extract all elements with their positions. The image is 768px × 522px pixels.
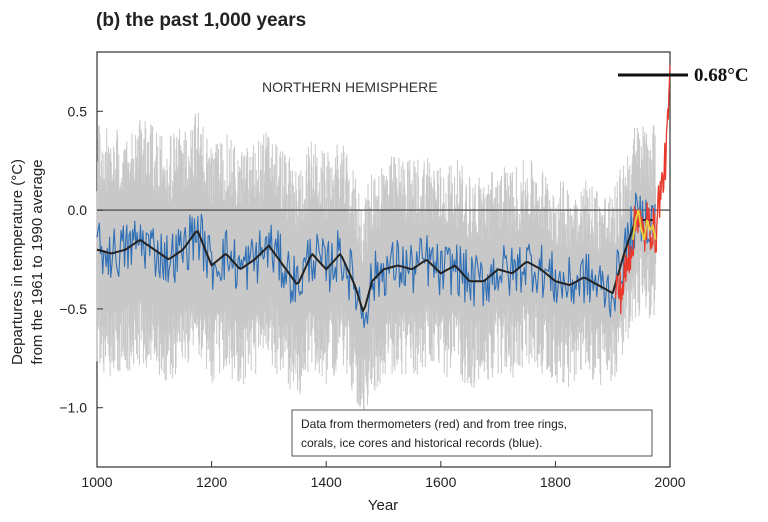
x-tick-label: 1200 xyxy=(196,474,227,490)
note-box xyxy=(291,409,653,457)
x-tick-label: 1400 xyxy=(311,474,342,490)
thermometer-series xyxy=(614,65,671,315)
uncertainty-band xyxy=(96,112,657,415)
thermometer-line xyxy=(614,65,671,315)
callout-label: 0.68°C xyxy=(694,65,749,86)
x-tick-label: 1600 xyxy=(425,474,456,490)
axis-ticks: 1000 1200 1400 1600 1800 2000 0.5 0.0 −0.5 −1.0 xyxy=(59,103,685,490)
proxy-series xyxy=(96,192,656,329)
note-line-1: Data from thermometers (red) and from tr… xyxy=(301,417,567,431)
y-tick-label: 0.0 xyxy=(68,202,88,218)
x-axis-title: Year xyxy=(368,497,398,514)
x-tick-label: 1800 xyxy=(540,474,571,490)
panel-label: NORTHERN HEMISPHERE xyxy=(262,79,438,95)
instrumental-smoothed-line xyxy=(631,209,657,240)
smoothed-line xyxy=(96,218,654,313)
figure-title: (b) the past 1,000 years xyxy=(96,10,307,31)
x-tick-label: 1000 xyxy=(81,474,112,490)
note-line-2: corals, ice cores and historical records… xyxy=(301,436,542,450)
y-tick-label: −0.5 xyxy=(59,301,87,317)
proxy-line xyxy=(96,192,656,329)
y-axis-title-line-1: Departures in temperature (°C) xyxy=(9,159,26,365)
smoothed-series xyxy=(96,218,654,313)
y-tick-label: −1.0 xyxy=(59,400,87,416)
y-tick-label: 0.5 xyxy=(68,103,88,119)
y-axis-title-line-2: from the 1961 to 1990 average xyxy=(29,159,46,364)
x-tick-label: 2000 xyxy=(654,474,685,490)
